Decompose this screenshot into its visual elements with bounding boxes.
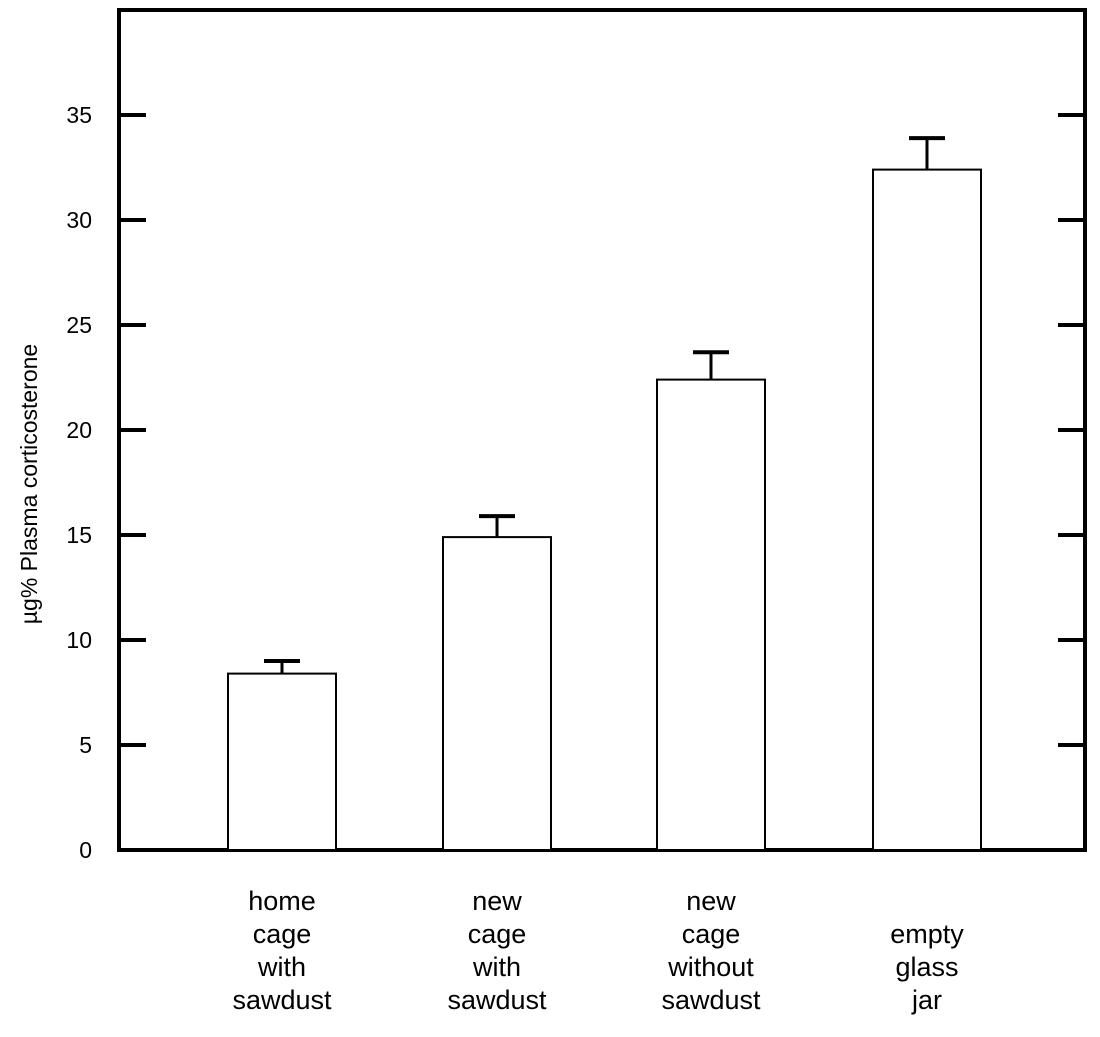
y-tick-labels: 0 5 10 15 20 25 30 35 <box>66 102 92 863</box>
category-label-line: new <box>686 886 736 916</box>
category-label-line: cage <box>682 919 741 949</box>
category-label: new cage with sawdust <box>447 886 547 1015</box>
category-label-line: cage <box>253 919 312 949</box>
bar <box>227 672 337 851</box>
bar <box>872 168 982 852</box>
category-label-line: jar <box>911 985 942 1015</box>
category-label-line: with <box>257 952 306 982</box>
category-label-line: glass <box>895 952 958 982</box>
category-label-line: cage <box>468 919 527 949</box>
error-bars <box>264 136 945 674</box>
category-label-line: empty <box>890 919 964 949</box>
y-tick-label: 35 <box>66 102 92 128</box>
category-label-line: with <box>472 952 521 982</box>
left-tick-marks <box>119 113 146 747</box>
category-label-line: sawdust <box>661 985 761 1015</box>
category-label-line: sawdust <box>447 985 547 1015</box>
y-tick-label: 10 <box>66 627 92 653</box>
y-tick-label: 0 <box>79 837 92 863</box>
category-label: home cage with sawdust <box>232 886 332 1015</box>
y-tick-label: 20 <box>66 417 92 443</box>
category-label-line: without <box>667 952 754 982</box>
category-label: empty glass jar <box>890 919 964 1015</box>
category-label-line: new <box>472 886 522 916</box>
right-tick-marks <box>1058 113 1085 747</box>
category-label: new cage without sawdust <box>661 886 761 1015</box>
y-tick-label: 25 <box>66 312 92 338</box>
bar <box>442 536 552 851</box>
category-label-line: home <box>248 886 316 916</box>
y-axis-label: µg% Plasma corticosterone <box>16 344 42 624</box>
bar <box>656 378 766 851</box>
y-tick-label: 30 <box>66 207 92 233</box>
y-tick-label: 5 <box>79 732 92 758</box>
y-tick-label: 15 <box>66 522 92 548</box>
bars <box>227 168 982 852</box>
category-label-line: sawdust <box>232 985 332 1015</box>
